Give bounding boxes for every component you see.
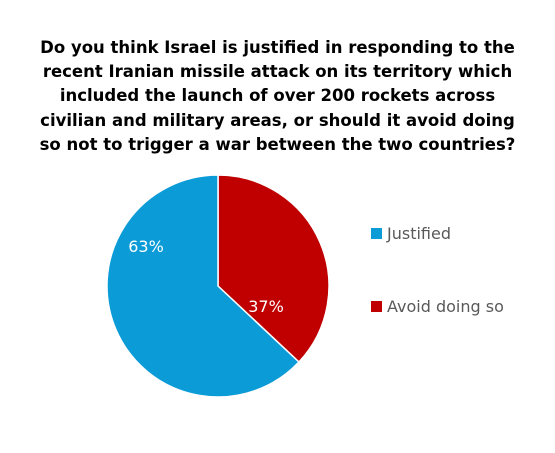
chart-title: Do you think Israel is justified in resp… (0, 36, 555, 157)
legend-swatch-justified (371, 228, 382, 239)
pie-slice-avoid-doing-so (217, 174, 330, 363)
slice-label-justified: 63% (128, 237, 164, 256)
legend-item-avoid-doing-so: Avoid doing so (371, 297, 504, 316)
chart-title-line: so not to trigger a war between the two … (39, 134, 516, 154)
legend-label-avoid-doing-so: Avoid doing so (387, 297, 504, 316)
chart-title-line: civilian and military areas, or should i… (40, 110, 515, 130)
pie-slice-labels: 63% 37% (128, 237, 284, 316)
chart-title-line: included the launch of over 200 rockets … (59, 86, 496, 106)
legend-swatch-avoid-doing-so (371, 301, 382, 312)
pie-slices (106, 174, 330, 398)
legend-item-justified: Justified (371, 224, 451, 243)
legend-label-justified: Justified (387, 224, 451, 243)
pie-slice-justified (106, 174, 300, 398)
chart-title-line: recent Iranian missile attack on its ter… (42, 62, 513, 82)
chart-title-line: Do you think Israel is justified in resp… (40, 38, 515, 57)
slice-label-avoid-doing-so: 37% (248, 297, 284, 316)
